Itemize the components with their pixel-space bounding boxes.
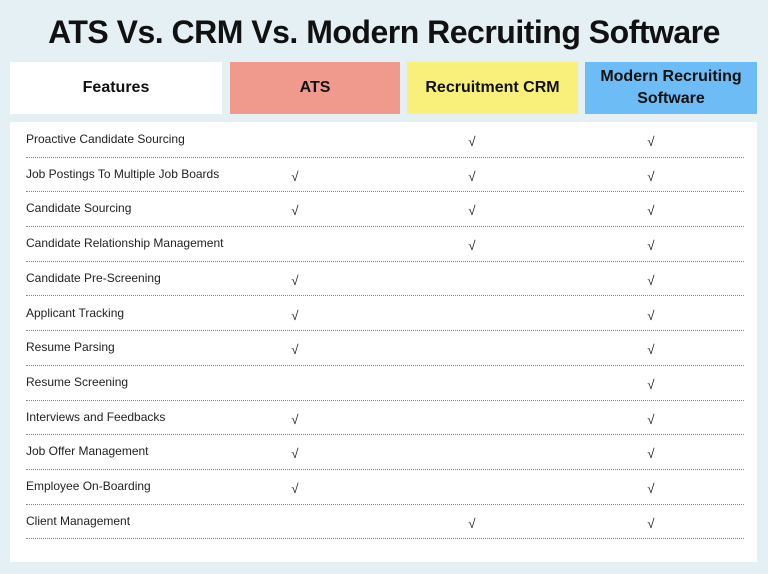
- check-icon-modern: √: [647, 515, 655, 531]
- check-icon-ats: √: [291, 307, 299, 323]
- feature-label: Resume Screening: [26, 374, 129, 389]
- feature-label: Proactive Candidate Sourcing: [26, 132, 185, 146]
- feature-label: Resume Parsing: [26, 340, 115, 355]
- table-row: Employee On-Boarding √ √: [26, 469, 744, 505]
- feature-label: Job Offer Management: [26, 444, 149, 459]
- table-row: Job Offer Management √ √: [26, 434, 744, 470]
- feature-label: Client Management: [26, 513, 131, 528]
- header-modern-recruiting-software: Modern Recruiting Software: [585, 62, 757, 114]
- feature-label: Job Postings To Multiple Job Boards: [26, 166, 220, 181]
- check-icon-modern: √: [647, 272, 655, 288]
- check-icon-ats: √: [291, 342, 299, 358]
- check-icon-modern: √: [647, 307, 655, 323]
- feature-label: Candidate Sourcing: [26, 201, 132, 216]
- table-row: Job Postings To Multiple Job Boards √ √ √: [26, 157, 744, 193]
- table-row: Proactive Candidate Sourcing √ √: [26, 122, 744, 158]
- table-row: Applicant Tracking √ √: [26, 296, 744, 332]
- feature-label: Employee On-Boarding: [26, 479, 151, 493]
- table-row: Resume Parsing √ √: [26, 330, 744, 366]
- check-icon-modern: √: [647, 481, 655, 496]
- table-row: Interviews and Feedbacks √ √: [26, 400, 744, 436]
- page-title: ATS Vs. CRM Vs. Modern Recruiting Softwa…: [48, 14, 720, 50]
- feature-label: Applicant Tracking: [26, 305, 125, 320]
- check-icon-crm: √: [468, 168, 476, 184]
- header-ats: ATS: [230, 62, 400, 114]
- table-row: Resume Screening √: [26, 365, 744, 401]
- table-row: Client Management √ √: [26, 504, 744, 540]
- check-icon-ats: √: [291, 481, 299, 496]
- check-icon-ats: √: [291, 272, 299, 288]
- check-icon-ats: √: [291, 446, 299, 462]
- feature-label: Candidate Relationship Management: [26, 236, 224, 251]
- check-icon-modern: √: [647, 446, 655, 462]
- check-icon-modern: √: [647, 134, 655, 149]
- check-icon-crm: √: [468, 203, 476, 219]
- check-icon-ats: √: [291, 203, 299, 219]
- check-icon-modern: √: [647, 168, 655, 184]
- feature-label: Interviews and Feedbacks: [26, 409, 166, 424]
- table-row: Candidate Relationship Management √ √: [26, 226, 744, 262]
- header-features: Features: [10, 62, 222, 114]
- check-icon-ats: √: [291, 411, 299, 427]
- feature-label: Candidate Pre-Screening: [26, 270, 161, 285]
- comparison-table: Proactive Candidate Sourcing √ √ Job Postin…: [10, 122, 757, 562]
- table-row: Candidate Pre-Screening √ √: [26, 261, 744, 297]
- check-icon-modern: √: [647, 376, 655, 392]
- check-icon-crm: √: [468, 134, 476, 149]
- check-icon-crm: √: [468, 515, 476, 531]
- check-icon-ats: √: [291, 168, 299, 184]
- check-icon-modern: √: [647, 238, 655, 254]
- check-icon-modern: √: [647, 342, 655, 358]
- check-icon-modern: √: [647, 411, 655, 427]
- table-row: Candidate Sourcing √ √ √: [26, 191, 744, 228]
- check-icon-modern: √: [647, 203, 655, 219]
- check-icon-crm: √: [468, 238, 476, 254]
- header-recruitment-crm: Recruitment CRM: [407, 62, 578, 114]
